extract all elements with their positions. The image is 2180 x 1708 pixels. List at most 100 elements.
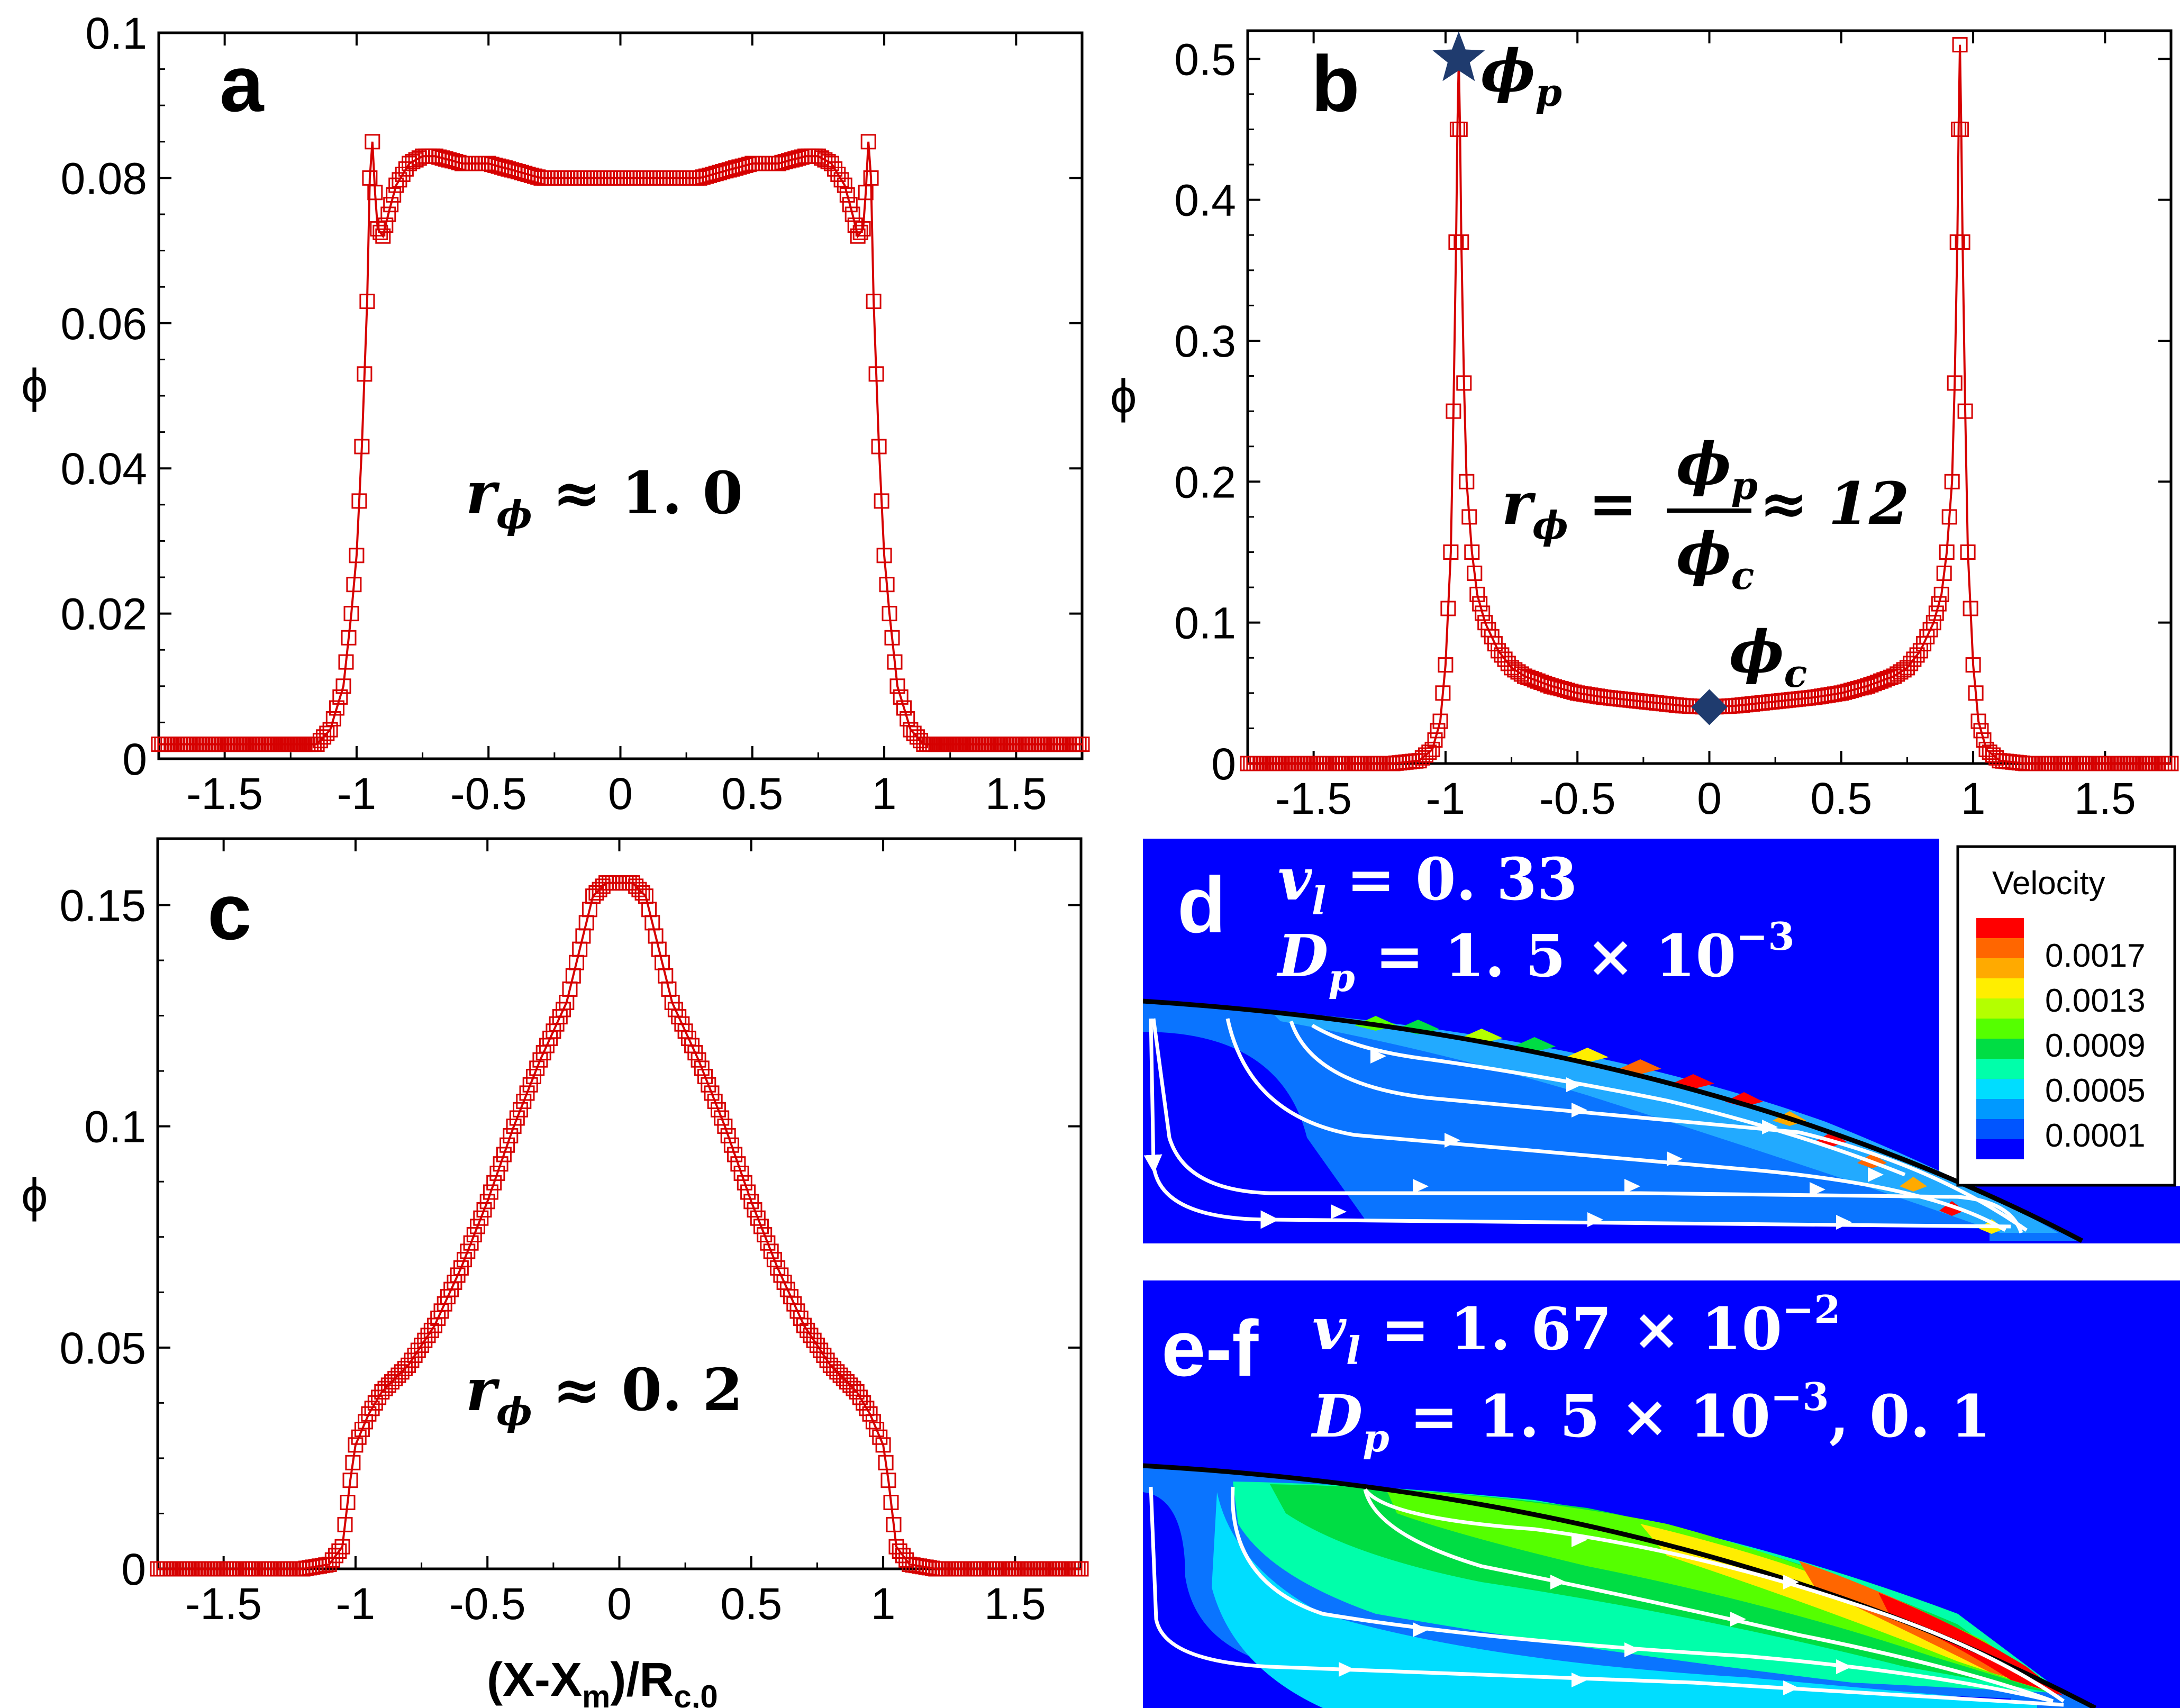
panel-c-xtick-label: -1 — [336, 1579, 376, 1629]
panel-c-data-point — [334, 1539, 350, 1555]
panel-c-xlabel: (X-Xm)/Rc,0 — [487, 1654, 718, 1708]
panel-c-data-point — [743, 1194, 759, 1210]
panel-c-data-point — [757, 1227, 773, 1242]
panel-c-data-point — [886, 1516, 902, 1532]
legend-swatch — [1976, 958, 2024, 978]
panel-c-data-point — [486, 1175, 502, 1191]
panel-b-data-point — [1421, 744, 1437, 760]
panel-b-data-point — [1472, 596, 1488, 612]
panel-c-data-point — [763, 1243, 779, 1259]
panel-c-data-point — [691, 1052, 706, 1068]
panel-a-frame — [157, 31, 1084, 760]
panel-c-data-point — [634, 885, 650, 901]
panel-b-xtick-label: 1.5 — [2074, 774, 2136, 823]
panel-c-data-point — [733, 1166, 749, 1181]
svg-text:ϕp: ϕp — [1676, 430, 1758, 508]
panel-c-axes: -1.5 -1 -0.5 0 0.5 1 1.5 0 0.05 0.1 0.15 — [60, 839, 1081, 1629]
panel-d-arrowheads — [1331, 1049, 1884, 1230]
panel-b-frame — [1246, 29, 2173, 765]
panel-c-data-point — [331, 1543, 347, 1559]
panel-c-xtick-label: 1.5 — [984, 1579, 1046, 1629]
panel-c-xtick-label: -0.5 — [449, 1579, 526, 1629]
panel-c-data-point — [348, 1437, 364, 1453]
panel-a-xtick-label: 0 — [608, 769, 633, 819]
panel-d-flow-field: d vl = 0. 33 Dp = 1. 5 × 10−3 — [1143, 839, 2180, 1243]
panel-b-data-point — [1944, 474, 1960, 489]
panel-c-data-point — [470, 1219, 485, 1234]
panel-a-data-point — [866, 294, 882, 310]
panel-a-data-point — [332, 689, 348, 705]
panel-b-data-point — [1424, 741, 1440, 757]
legend-swatch — [1976, 998, 2024, 1019]
panel-b-data-point — [1432, 713, 1448, 729]
panel-a-data-point — [860, 134, 876, 150]
panel-b-data-point — [1957, 403, 1973, 419]
legend-swatch — [1976, 978, 2024, 998]
panel-a-data-point — [1074, 737, 1090, 752]
legend-swatch — [1976, 1079, 2024, 1099]
panel-c-xtick-label: -1.5 — [185, 1579, 262, 1629]
panel-a-data-point — [842, 197, 858, 213]
panel-a-xtick-label: -1 — [337, 769, 377, 819]
panel-d-dp-text: Dp = 1. 5 × 10−3 — [1276, 914, 1794, 1000]
panel-c-data-point — [723, 1137, 739, 1153]
panel-b-data-point — [1430, 723, 1446, 739]
panel-c-data-point — [727, 1147, 743, 1162]
panel-a-data-point — [325, 711, 341, 726]
panel-a-data-point — [359, 294, 375, 310]
panel-c-data-point — [466, 1227, 482, 1242]
panel-c-ytick-label: 0 — [121, 1545, 146, 1594]
panel-a-data-point — [322, 722, 338, 738]
panel-b-data-point — [1464, 544, 1480, 560]
legend-swatch — [1976, 1099, 2024, 1119]
panel-b-data-point — [1461, 509, 1477, 525]
panel-b-data-point — [1427, 732, 1443, 748]
panel-a-data-point — [893, 689, 909, 705]
peak-star-marker — [1432, 31, 1485, 81]
panel-c-data-point — [697, 1069, 713, 1084]
panel-d-label: d — [1177, 860, 1226, 949]
panel-a-ytick-label: 0.08 — [61, 153, 148, 203]
panel-c-ytick-label: 0.15 — [60, 880, 147, 930]
panel-b-data-point — [1939, 544, 1955, 560]
legend-labels: 0.0017 0.0013 0.0009 0.0005 0.0001 — [2045, 938, 2146, 1154]
panel-e-green-region — [1270, 1484, 2053, 1693]
panel-a-data-point — [357, 366, 373, 382]
legend-label: 0.0009 — [2045, 1028, 2146, 1064]
panel-d-fast-band — [1270, 1011, 2058, 1233]
panel-a-data-point — [855, 221, 871, 237]
panel-c-data-point — [750, 1210, 766, 1226]
panel-c-data-point — [717, 1119, 733, 1134]
panel-a-xtick-label: -0.5 — [450, 769, 527, 819]
panel-c-data-point — [862, 1406, 878, 1422]
panel-e-inner-dark — [1143, 1492, 2011, 1708]
panel-c-data-point — [865, 1414, 881, 1430]
panel-a-data-point — [343, 606, 359, 622]
panel-c-data-point — [460, 1243, 476, 1259]
panel-a-data-point — [882, 606, 897, 622]
panel-b-data-point — [1440, 601, 1456, 616]
panel-a-data-point — [335, 678, 351, 694]
panel-b-data-point — [1976, 732, 1992, 748]
panel-b-series-line — [1248, 44, 2171, 765]
panel-b-data-point — [1469, 586, 1485, 602]
panel-a-ytick-label: 0.04 — [61, 444, 148, 494]
panel-b-data-point — [1952, 37, 1968, 53]
panel-a-data-point — [380, 206, 396, 222]
panel-b-xtick-label: -1.5 — [1275, 774, 1352, 823]
panel-c-data-point — [875, 1437, 891, 1453]
panel-b-data-point — [1452, 121, 1468, 137]
panel-c-markers — [150, 875, 1089, 1577]
legend-swatch — [1976, 1059, 2024, 1079]
panel-a-data-point — [837, 177, 852, 193]
svg-text:ϕc: ϕc — [1676, 520, 1754, 598]
panel-c-data-point — [704, 1085, 720, 1101]
panel-b-ytick-label: 0 — [1211, 739, 1236, 789]
panel-c-ylabel: ϕ — [21, 1169, 48, 1222]
svg-text:≈ 12: ≈ 12 — [1759, 469, 1910, 538]
panel-c-data-point — [476, 1202, 492, 1218]
panel-c-ytick-label: 0.05 — [60, 1323, 147, 1373]
panel-a-xtick-label: 1.5 — [985, 769, 1047, 819]
panel-a-chart: -1.5 -1 -0.5 0 0.5 1 1.5 0 0.02 0.04 0.06 0.08 0.1 a… — [21, 8, 1090, 819]
panel-a-data-point — [874, 493, 889, 509]
